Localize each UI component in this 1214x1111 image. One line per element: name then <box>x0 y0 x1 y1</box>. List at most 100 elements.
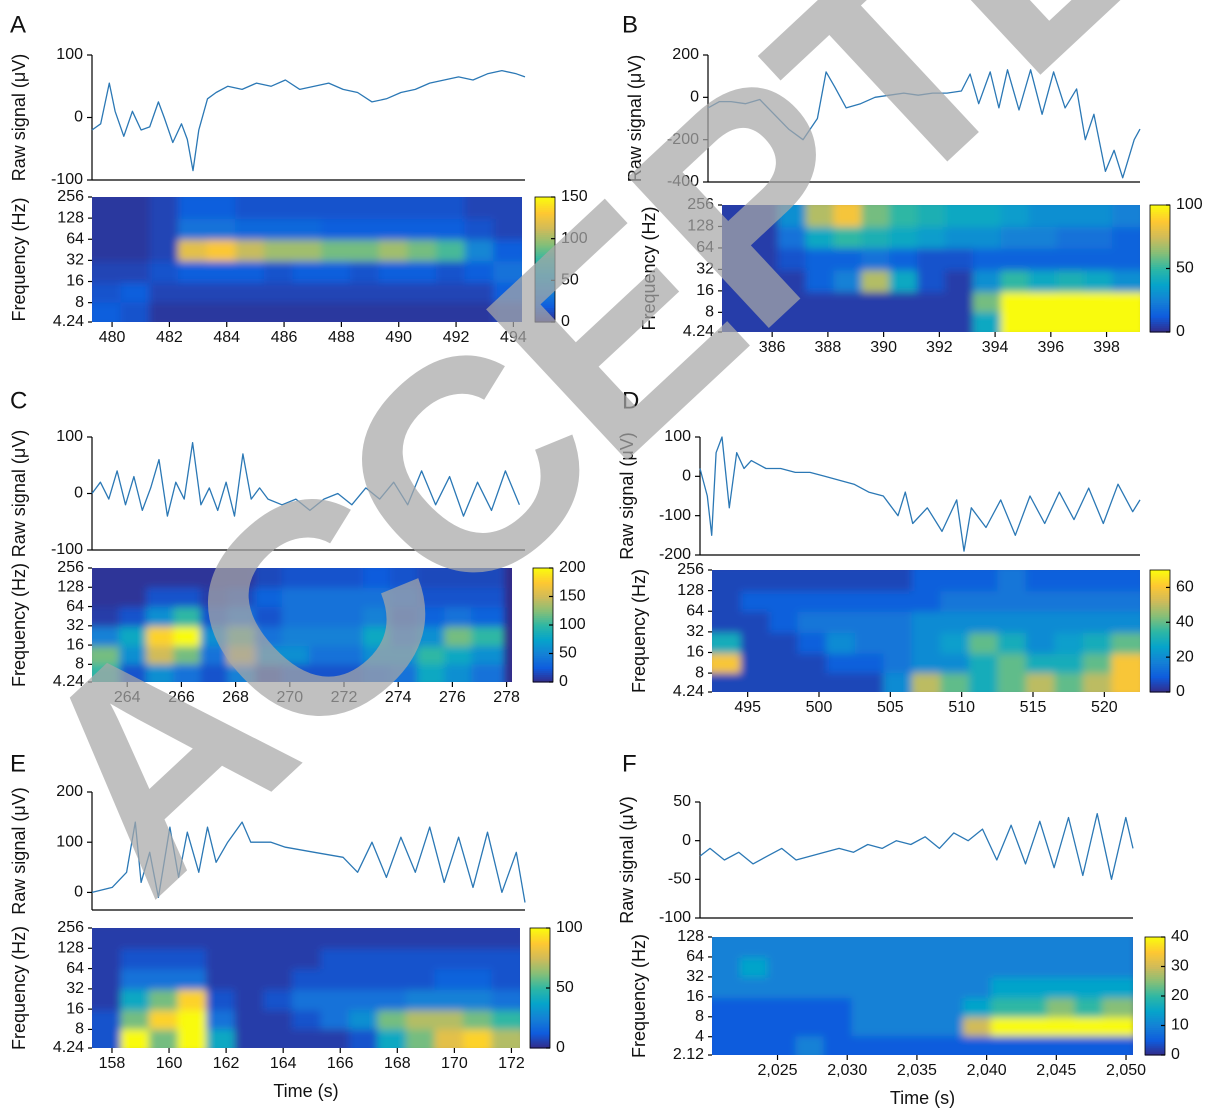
y-tick-label: 32 <box>66 252 84 269</box>
colorbar-step <box>1145 970 1165 973</box>
colorbar-step <box>1150 588 1170 591</box>
colorbar-step <box>1145 946 1165 950</box>
colorbar-step <box>533 634 553 637</box>
heatmap-cell <box>92 260 122 283</box>
heatmap-cell <box>120 968 150 990</box>
heatmap-cell <box>92 197 122 219</box>
colorbar-step <box>535 244 555 248</box>
heatmap-cell <box>1054 632 1084 654</box>
heatmap-cell <box>740 672 770 692</box>
colorbar-step <box>530 976 550 979</box>
heatmap-cell <box>464 218 494 240</box>
y-tick-label: 128 <box>57 209 84 226</box>
heatmap-cell <box>405 968 435 990</box>
heatmap-cell <box>350 282 380 303</box>
heatmap-cell <box>1056 291 1085 313</box>
colorbar-step <box>1145 956 1165 960</box>
heatmap-cell <box>861 269 890 293</box>
colorbar-step <box>533 577 553 580</box>
heatmap-cell <box>722 226 751 249</box>
heatmap-cell <box>1025 672 1055 692</box>
heatmap-cell <box>1102 997 1133 1018</box>
colorbar-step <box>530 950 550 953</box>
heatmap-cell <box>722 205 751 228</box>
colorbar-step <box>1150 681 1170 685</box>
heatmap-cell <box>377 948 407 970</box>
x-tick-label: 168 <box>384 1055 411 1072</box>
colorbar-step <box>1150 238 1170 242</box>
heatmap-cell <box>407 282 437 303</box>
heatmap-cell <box>235 197 265 219</box>
colorbar-step <box>535 236 555 240</box>
colorbar-step <box>1150 626 1170 630</box>
colorbar-step <box>1150 274 1170 278</box>
colorbar-step <box>1150 302 1170 306</box>
heatmap-cell <box>879 937 908 958</box>
colorbar-step <box>533 598 553 601</box>
colorbar-step <box>535 282 555 286</box>
colorbar-step <box>1145 1021 1165 1025</box>
y-tick-label: 8 <box>75 294 84 311</box>
heatmap-cell <box>997 653 1027 674</box>
heatmap-cell <box>739 997 769 1018</box>
heatmap-cell <box>911 611 941 633</box>
heatmap-cell <box>321 218 351 240</box>
heatmap-cell <box>436 260 466 283</box>
heatmap-cell <box>917 269 946 293</box>
y-tick-label: 256 <box>57 188 84 205</box>
heatmap-cell <box>805 205 834 228</box>
heatmap-cell <box>308 626 337 647</box>
colorbar-step <box>533 632 553 636</box>
heatmap-cell <box>464 197 494 219</box>
heatmap-cell <box>264 239 294 262</box>
heatmap-cell <box>740 590 770 612</box>
y-tick-label: 64 <box>686 948 704 965</box>
colorbar-step <box>535 294 555 298</box>
heatmap-cell <box>940 590 970 612</box>
colorbar-tick-label: 0 <box>556 1039 565 1056</box>
y-tick-label: 100 <box>664 428 691 445</box>
heatmap-cell <box>444 606 472 627</box>
colorbar-step <box>533 621 553 624</box>
heatmap-cell <box>712 590 742 612</box>
colorbar-step <box>1150 266 1170 270</box>
colorbar-tick-label: 0 <box>1176 683 1185 700</box>
heatmap-cell <box>471 626 505 647</box>
heatmap-cell <box>362 568 391 588</box>
heatmap-cell <box>1000 269 1030 293</box>
heatmap-cell <box>795 1035 825 1055</box>
colorbar-step <box>533 569 553 573</box>
heatmap-cell <box>291 989 321 1011</box>
colorbar-step <box>1145 1023 1165 1027</box>
colorbar-step <box>535 301 555 304</box>
colorbar-step <box>1145 1041 1165 1044</box>
heatmap-cell <box>149 968 179 990</box>
heatmap-cell <box>264 260 294 283</box>
heatmap-cell <box>235 260 265 283</box>
colorbar-step <box>1150 689 1170 693</box>
heatmap-cell <box>722 248 751 271</box>
heatmap-cell <box>177 928 207 949</box>
signal-line <box>91 821 526 903</box>
colorbar-step <box>1150 667 1170 671</box>
heatmap-cell <box>1074 1035 1103 1055</box>
colorbar-step <box>535 205 555 209</box>
heatmap-cell <box>173 587 201 608</box>
y-tick-label: 8 <box>695 664 704 681</box>
heatmap-cell <box>940 653 970 674</box>
colorbar-tick-label: 50 <box>556 979 574 996</box>
heatmap-cell <box>1028 269 1057 293</box>
colorbar-tick-label: 150 <box>561 188 588 205</box>
heatmap-cell <box>173 645 201 665</box>
colorbar-step <box>1150 217 1170 221</box>
heatmap-cell <box>883 632 913 654</box>
colorbar-step <box>533 666 553 670</box>
heatmap-cell <box>826 570 856 592</box>
heatmap-cell <box>968 653 998 674</box>
x-tick-label: 482 <box>156 329 183 346</box>
colorbar-step <box>530 962 550 965</box>
heatmap-cell <box>92 626 120 647</box>
heatmap-cell <box>1046 997 1075 1018</box>
colorbar-step <box>533 575 553 579</box>
heatmap-cells <box>722 205 1140 332</box>
